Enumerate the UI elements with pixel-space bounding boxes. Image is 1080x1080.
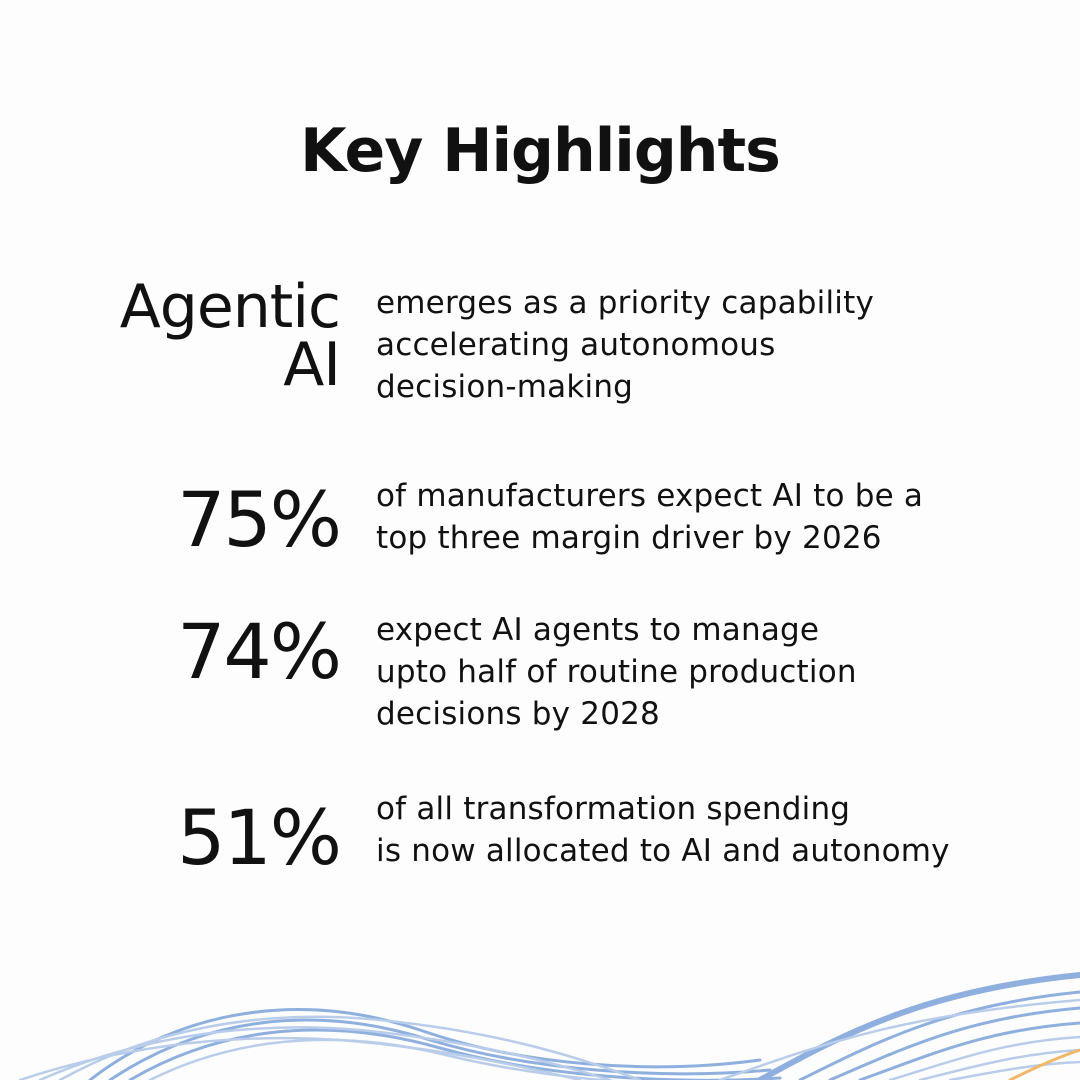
stat-value: 51%: [177, 793, 342, 882]
description-line: accelerating autonomous: [376, 327, 776, 363]
stat-description: expect AI agents to manage upto half of …: [376, 609, 1016, 735]
description-line: of all transformation spending: [376, 791, 851, 827]
description-line: top three margin driver by 2026: [376, 520, 882, 556]
description-line: decision-making: [376, 369, 634, 405]
description-line: upto half of routine production: [376, 654, 857, 690]
description-line: expect AI agents to manage: [376, 612, 820, 648]
stat-label-line-1: Agentic: [119, 272, 341, 342]
page-title: Key Highlights: [300, 116, 781, 186]
stat-description: emerges as a priority capability acceler…: [376, 282, 1016, 408]
description-line: emerges as a priority capability: [376, 285, 874, 321]
stat-label: Agentic AI: [119, 272, 341, 400]
description-line: decisions by 2028: [376, 696, 660, 732]
description-line: is now allocated to AI and autonomy: [376, 833, 950, 869]
stat-label-line-2: AI: [283, 330, 341, 400]
wave-decoration: [18, 972, 1080, 1080]
stat-value: 74%: [177, 607, 342, 696]
stat-description: of all transformation spending is now al…: [376, 788, 1016, 872]
stat-value: 75%: [177, 475, 342, 564]
stat-description: of manufacturers expect AI to be a top t…: [376, 475, 1016, 559]
description-line: of manufacturers expect AI to be a: [376, 478, 924, 514]
